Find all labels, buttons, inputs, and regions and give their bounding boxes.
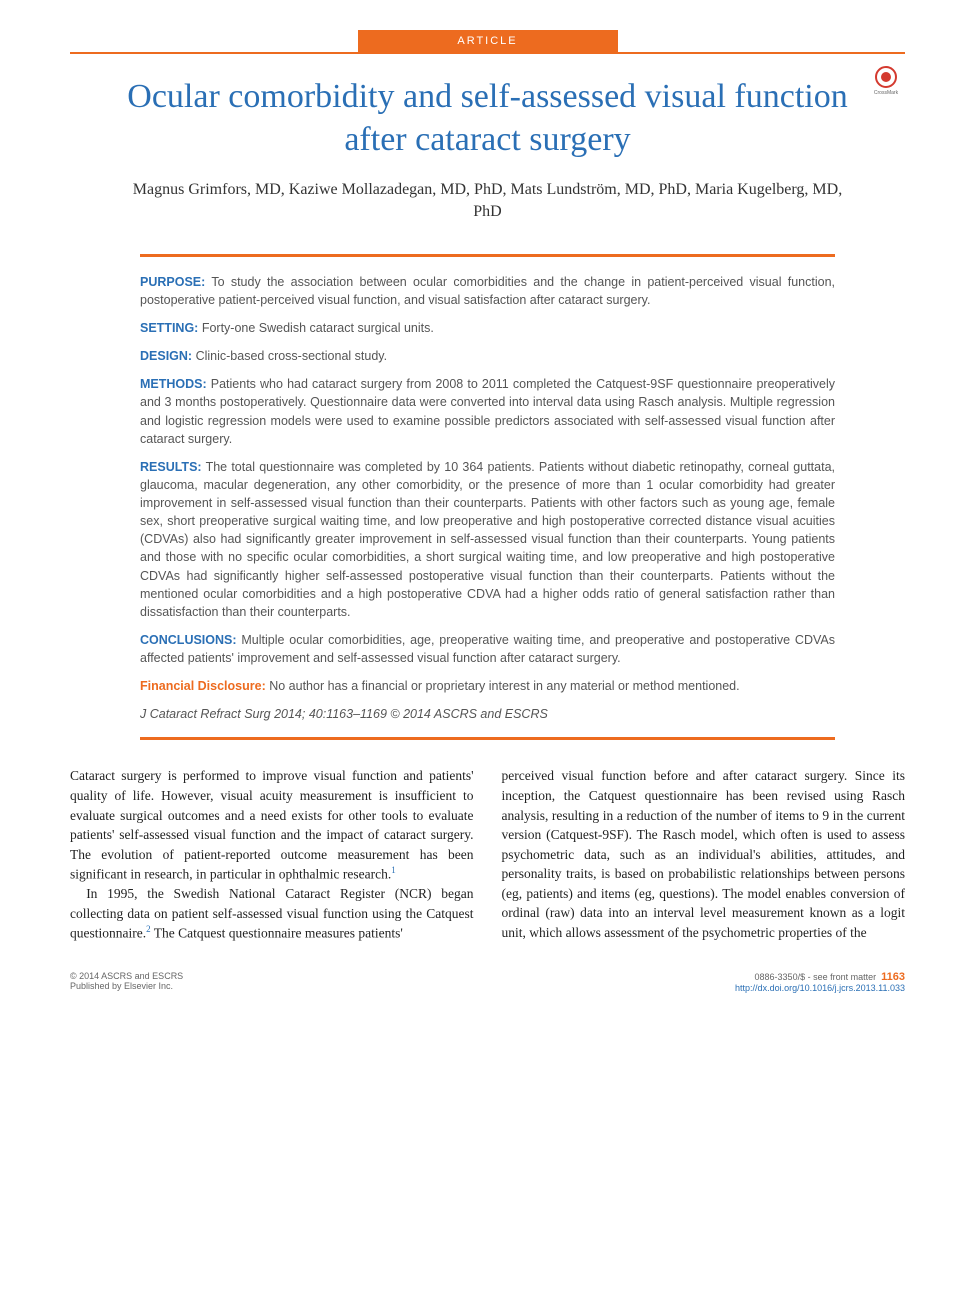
setting-label: SETTING:: [140, 321, 198, 335]
issn-text: 0886-3350/$ - see front matter: [755, 972, 877, 982]
page-number: 1163: [881, 971, 905, 983]
financial-label: Financial Disclosure:: [140, 679, 266, 693]
conclusions-label: CONCLUSIONS:: [140, 633, 237, 647]
body-columns: Cataract surgery is performed to improve…: [70, 766, 905, 943]
crossmark-icon: [875, 66, 897, 88]
abstract-block: PURPOSE: To study the association betwee…: [140, 254, 835, 741]
body-text: Cataract surgery is performed to improve…: [70, 768, 474, 881]
conclusions-text: Multiple ocular comorbidities, age, preo…: [140, 633, 835, 665]
footer-right: 0886-3350/$ - see front matter 1163 http…: [735, 971, 905, 993]
page-footer: © 2014 ASCRS and ESCRS Published by Else…: [70, 971, 905, 993]
copyright-text: © 2014 ASCRS and ESCRS: [70, 971, 183, 981]
results-label: RESULTS:: [140, 460, 202, 474]
purpose-text: To study the association between ocular …: [140, 275, 835, 307]
financial-text: No author has a financial or proprietary…: [266, 679, 740, 693]
methods-text: Patients who had cataract surgery from 2…: [140, 377, 835, 445]
abstract-setting: SETTING: Forty-one Swedish cataract surg…: [140, 319, 835, 337]
abstract-methods: METHODS: Patients who had cataract surge…: [140, 375, 835, 448]
authors-list: Magnus Grimfors, MD, Kaziwe Mollazadegan…: [130, 179, 845, 224]
abstract-design: DESIGN: Clinic-based cross-sectional stu…: [140, 347, 835, 365]
abstract-financial: Financial Disclosure: No author has a fi…: [140, 677, 835, 695]
results-text: The total questionnaire was completed by…: [140, 460, 835, 619]
crossmark-badge[interactable]: CrossMark: [871, 66, 901, 102]
body-column-left: Cataract surgery is performed to improve…: [70, 766, 474, 943]
abstract-purpose: PURPOSE: To study the association betwee…: [140, 273, 835, 309]
body-paragraph: perceived visual function before and aft…: [502, 766, 906, 942]
methods-label: METHODS:: [140, 377, 207, 391]
body-text: The Catquest questionnaire measures pati…: [151, 926, 403, 941]
body-paragraph: Cataract surgery is performed to improve…: [70, 766, 474, 884]
purpose-label: PURPOSE:: [140, 275, 205, 289]
reference-1[interactable]: 1: [391, 865, 396, 875]
header-rule: [70, 52, 905, 54]
abstract-results: RESULTS: The total questionnaire was com…: [140, 458, 835, 621]
setting-text: Forty-one Swedish cataract surgical unit…: [198, 321, 434, 335]
design-text: Clinic-based cross-sectional study.: [192, 349, 387, 363]
doi-link[interactable]: http://dx.doi.org/10.1016/j.jcrs.2013.11…: [735, 983, 905, 993]
design-label: DESIGN:: [140, 349, 192, 363]
body-column-right: perceived visual function before and aft…: [502, 766, 906, 943]
article-type-tag: ARTICLE: [358, 30, 618, 52]
abstract-citation: J Cataract Refract Surg 2014; 40:1163–11…: [140, 705, 835, 723]
footer-left: © 2014 ASCRS and ESCRS Published by Else…: [70, 971, 183, 993]
abstract-conclusions: CONCLUSIONS: Multiple ocular comorbiditi…: [140, 631, 835, 667]
article-title: Ocular comorbidity and self-assessed vis…: [110, 76, 865, 161]
publisher-text: Published by Elsevier Inc.: [70, 981, 183, 991]
issn-line: 0886-3350/$ - see front matter 1163: [735, 971, 905, 983]
crossmark-label: CrossMark: [871, 90, 901, 96]
body-paragraph: In 1995, the Swedish National Cataract R…: [70, 884, 474, 943]
